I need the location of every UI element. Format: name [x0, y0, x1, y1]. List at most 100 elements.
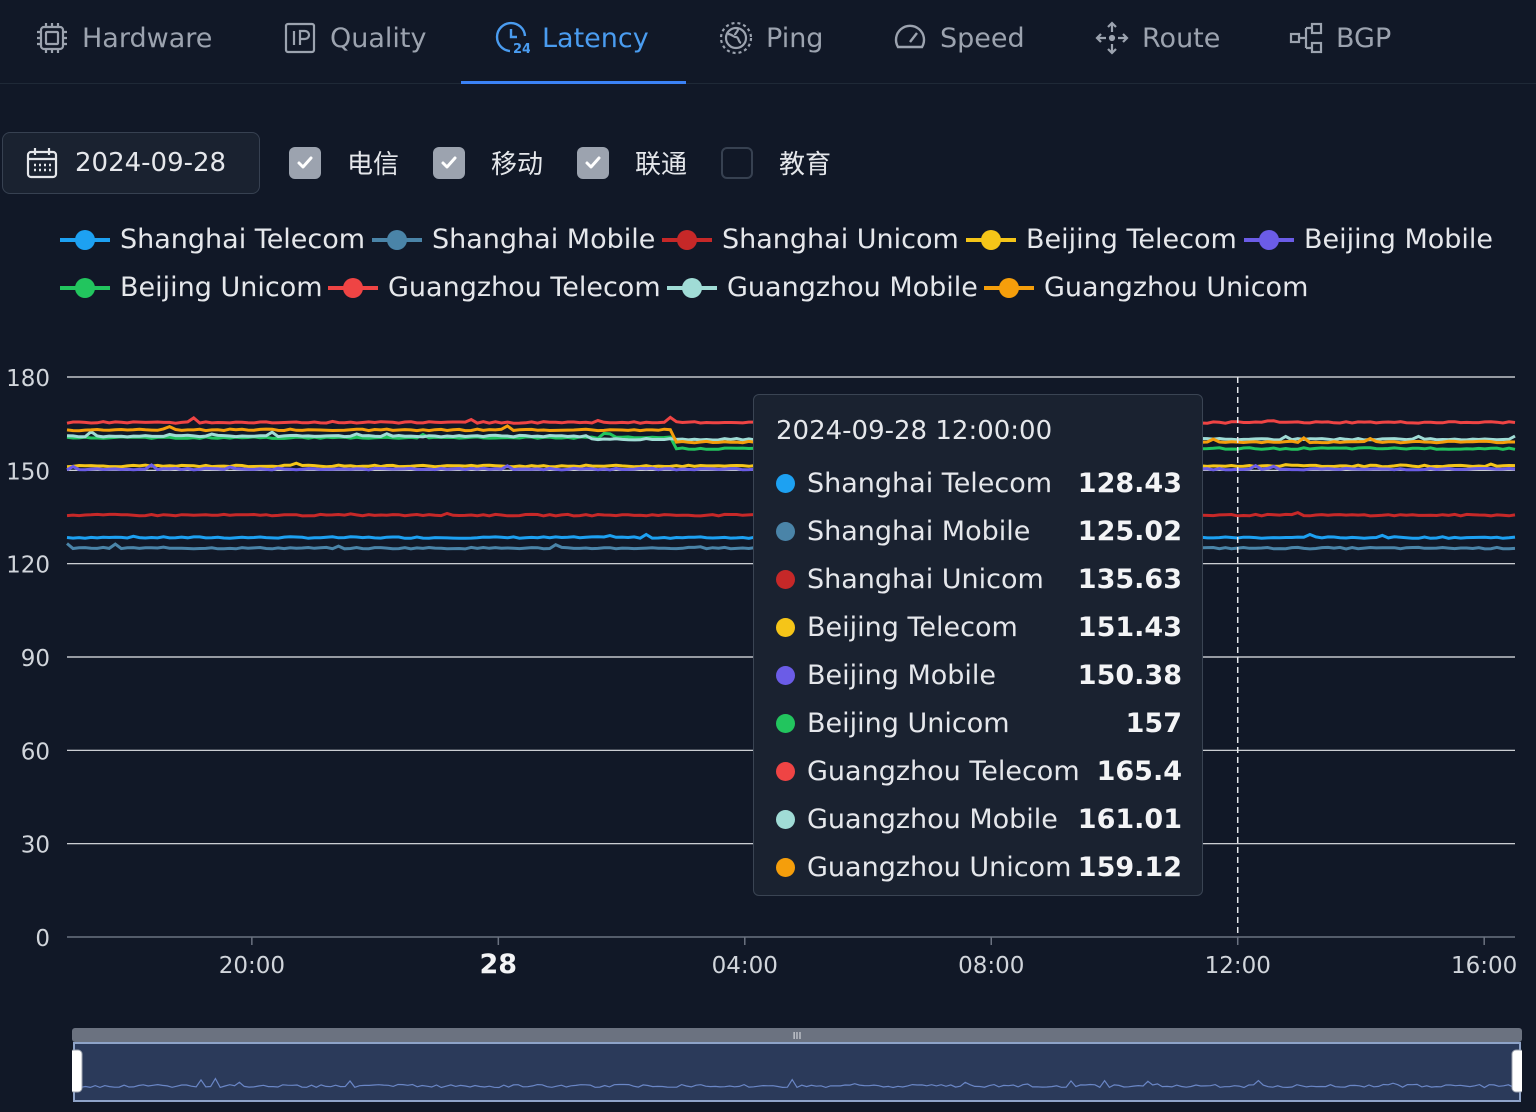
active-tab-indicator [461, 81, 686, 84]
legend-label: Beijing Telecom [1026, 224, 1237, 255]
x-tick-label: 08:00 [958, 953, 1024, 979]
zoom-handle-left[interactable] [69, 1049, 83, 1093]
legend-item-guangzhou-mobile[interactable]: Guangzhou Mobile [667, 272, 978, 303]
tooltip-dot [776, 521, 795, 541]
tooltip-series-name: Shanghai Unicom [807, 563, 1044, 595]
legend-marker [372, 229, 422, 250]
check-icon [441, 156, 457, 168]
tooltip-dot [776, 809, 795, 829]
speedometer-icon [894, 24, 926, 49]
checkbox[interactable] [433, 146, 465, 179]
carrier-checkbox-education[interactable]: 教育 [721, 144, 831, 181]
globe-icon [719, 21, 753, 55]
tooltip-row: Beijing Telecom 151.43 [776, 603, 1182, 651]
legend-marker [60, 229, 110, 250]
carrier-checkbox-unicom[interactable]: 联通 [577, 144, 687, 181]
legend-label: Beijing Mobile [1304, 224, 1494, 255]
zoom-sparkline [75, 1077, 1519, 1089]
legend-label: Guangzhou Telecom [388, 272, 661, 303]
tab-speed[interactable]: Speed [892, 0, 1025, 76]
legend-marker [1244, 229, 1294, 250]
tooltip-series-name: Beijing Telecom [807, 611, 1018, 643]
y-tick-label: 60 [21, 739, 50, 765]
tab-quality[interactable]: Quality [282, 0, 426, 76]
date-value: 2024-09-28 [75, 148, 227, 178]
tooltip-row: Guangzhou Unicom 159.12 [776, 843, 1182, 891]
clock-24-icon: 24 [495, 21, 530, 56]
legend-item-shanghai-unicom[interactable]: Shanghai Unicom [662, 224, 959, 255]
tab-hardware[interactable]: Hardware [34, 0, 212, 76]
tab-ping[interactable]: Ping [718, 0, 823, 76]
carrier-checkbox-mobile[interactable]: 移动 [433, 144, 543, 181]
y-tick-label: 30 [21, 833, 50, 859]
zoom-window[interactable] [73, 1042, 1521, 1102]
legend-marker [966, 229, 1016, 250]
tab-label: Quality [330, 22, 427, 54]
tab-bgp[interactable]: BGP [1288, 0, 1391, 76]
x-tick-label: 28 [480, 949, 518, 980]
legend-label: Shanghai Telecom [120, 224, 366, 255]
legend-label: Shanghai Unicom [722, 224, 959, 255]
tooltip-series-value: 165.4 [1096, 755, 1182, 787]
tooltip-series-value: 135.63 [1077, 563, 1182, 595]
y-tick-label: 150 [6, 459, 50, 485]
tooltip-series-value: 128.43 [1077, 467, 1182, 499]
tab-label: Speed [940, 22, 1025, 54]
legend-marker [667, 277, 717, 298]
x-tick-label: 16:00 [1451, 953, 1517, 979]
tab-latency[interactable]: 24 Latency [494, 0, 649, 76]
tab-label: Latency [542, 22, 649, 54]
legend-marker [662, 229, 712, 250]
legend-label: Guangzhou Mobile [727, 272, 978, 303]
legend-label: Shanghai Mobile [432, 224, 656, 255]
route-icon [1095, 21, 1129, 55]
tooltip-dot [776, 665, 795, 685]
calendar-icon [26, 148, 58, 179]
checkbox-label: 电信 [347, 150, 400, 180]
legend-item-shanghai-mobile[interactable]: Shanghai Mobile [372, 224, 655, 255]
legend-label: Guangzhou Unicom [1044, 272, 1309, 303]
tooltip-series-value: 125.02 [1077, 515, 1182, 547]
tooltip-series-name: Guangzhou Mobile [807, 803, 1058, 835]
tab-route[interactable]: Route [1094, 0, 1220, 76]
chart-tooltip: 2024-09-28 12:00:00 Shanghai Telecom 128.… [753, 394, 1203, 896]
tooltip-series-value: 159.12 [1077, 851, 1182, 883]
x-tick-label: 04:00 [712, 953, 778, 979]
check-icon [585, 156, 601, 168]
ip-icon [284, 22, 316, 54]
y-tick-label: 120 [6, 553, 50, 579]
legend-item-beijing-telecom[interactable]: Beijing Telecom [966, 224, 1237, 255]
tooltip-series-name: Shanghai Mobile [807, 515, 1031, 547]
zoom-grip[interactable]: III [793, 1031, 802, 1042]
zoom-handle-right[interactable] [1511, 1049, 1525, 1093]
tooltip-row: Guangzhou Mobile 161.01 [776, 795, 1182, 843]
check-icon [297, 156, 313, 168]
checkbox-label: 移动 [491, 150, 544, 180]
zoom-top-bar[interactable] [72, 1028, 1522, 1042]
legend-item-beijing-unicom[interactable]: Beijing Unicom [60, 272, 323, 303]
legend-item-beijing-mobile[interactable]: Beijing Mobile [1244, 224, 1493, 255]
tooltip-series-name: Guangzhou Unicom [807, 851, 1072, 883]
tooltip-series-value: 151.43 [1077, 611, 1182, 643]
data-zoom-slider[interactable]: III [69, 1028, 1525, 1104]
tooltip-series-name: Beijing Unicom [807, 707, 1010, 739]
legend-item-guangzhou-telecom[interactable]: Guangzhou Telecom [328, 272, 661, 303]
checkbox[interactable] [577, 146, 609, 179]
network-icon [1289, 22, 1323, 54]
legend-item-shanghai-telecom[interactable]: Shanghai Telecom [60, 224, 365, 255]
tooltip-series-value: 157 [1125, 707, 1182, 739]
tooltip-row: Shanghai Unicom 135.63 [776, 555, 1182, 603]
tooltip-row: Beijing Unicom 157 [776, 699, 1182, 747]
tooltip-series-value: 161.01 [1077, 803, 1182, 835]
tooltip-series-name: Shanghai Telecom [807, 467, 1053, 499]
checkbox[interactable] [289, 146, 321, 179]
checkbox[interactable] [721, 146, 753, 179]
tooltip-row: Shanghai Telecom 128.43 [776, 459, 1182, 507]
date-picker-button[interactable]: 2024-09-28 [2, 132, 260, 194]
legend-item-guangzhou-unicom[interactable]: Guangzhou Unicom [984, 272, 1308, 303]
x-tick-label: 20:00 [219, 953, 285, 979]
carrier-checkbox-telecom[interactable]: 电信 [289, 144, 399, 181]
tab-label: BGP [1336, 22, 1392, 54]
tooltip-series-value: 150.38 [1077, 659, 1182, 691]
legend-marker [60, 277, 110, 298]
